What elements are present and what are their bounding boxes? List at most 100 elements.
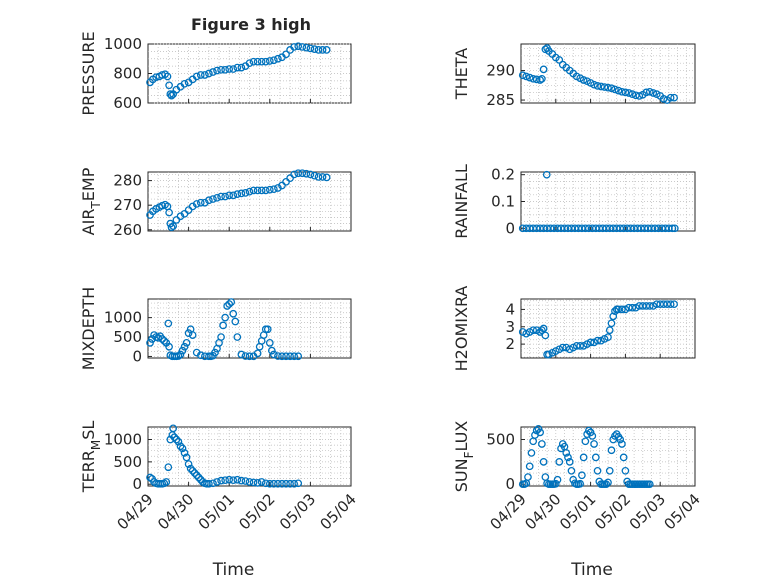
data-series bbox=[146, 424, 303, 488]
y-axis-label-main: TERR bbox=[79, 450, 98, 493]
data-point bbox=[221, 192, 229, 201]
y-tick-label: 500 bbox=[486, 431, 515, 449]
data-point bbox=[270, 479, 278, 488]
axes-box bbox=[520, 426, 696, 487]
data-point bbox=[231, 317, 240, 326]
y-axis-label-main: H2OMIXRA bbox=[452, 286, 471, 372]
data-point bbox=[167, 223, 176, 232]
y-axis-label-tail: EMP bbox=[79, 167, 98, 201]
data-point bbox=[618, 440, 626, 448]
data-point bbox=[541, 331, 550, 340]
data-point bbox=[621, 88, 630, 97]
data-point bbox=[172, 435, 181, 444]
x-tick-label: 05/01 bbox=[195, 490, 238, 533]
y-tick-label: 0 bbox=[505, 475, 515, 493]
x-tick-label: 05/04 bbox=[661, 490, 704, 533]
data-point bbox=[160, 337, 169, 345]
figure-title: Figure 3 high bbox=[191, 15, 311, 34]
data-point bbox=[525, 73, 534, 82]
data-point bbox=[165, 81, 173, 90]
data-point bbox=[567, 466, 576, 475]
data-point bbox=[249, 478, 258, 487]
data-point bbox=[241, 189, 250, 197]
data-point bbox=[551, 479, 560, 488]
data-point bbox=[253, 186, 262, 195]
data-point bbox=[628, 303, 637, 312]
data-point bbox=[225, 475, 234, 484]
data-point bbox=[162, 478, 171, 486]
data-point bbox=[604, 478, 612, 487]
data-point bbox=[205, 196, 213, 205]
data-point bbox=[169, 222, 178, 230]
data-point bbox=[314, 46, 323, 54]
data-point bbox=[604, 83, 612, 92]
y-tick-label: 0 bbox=[132, 475, 142, 493]
y-axis-label-main: MIXDEPTH bbox=[79, 287, 98, 370]
data-point bbox=[182, 453, 191, 462]
data-point bbox=[164, 319, 173, 328]
data-point bbox=[576, 342, 585, 350]
data-point bbox=[217, 65, 225, 74]
data-point bbox=[200, 71, 209, 79]
data-point bbox=[221, 313, 229, 322]
data-point bbox=[294, 169, 303, 178]
x-axis-label: Time bbox=[212, 560, 255, 580]
y-tick-label: 3 bbox=[505, 318, 515, 336]
data-point bbox=[593, 466, 602, 475]
data-point bbox=[525, 462, 534, 471]
x-tick-label: 05/03 bbox=[276, 490, 319, 533]
data-point bbox=[180, 79, 189, 88]
data-point bbox=[602, 480, 611, 489]
data-point bbox=[196, 198, 205, 207]
data-point bbox=[237, 350, 246, 359]
data-point bbox=[294, 352, 303, 361]
y-axis-label: PRESSURE bbox=[79, 31, 98, 115]
data-point bbox=[225, 300, 234, 308]
data-point bbox=[233, 190, 242, 198]
data-point bbox=[249, 57, 258, 66]
data-point bbox=[600, 83, 609, 91]
data-point bbox=[253, 479, 262, 487]
data-point bbox=[586, 338, 595, 347]
data-point bbox=[188, 202, 197, 211]
data-point bbox=[538, 74, 546, 83]
subplot-3: 260 270 280 AIRTEMP bbox=[79, 167, 352, 239]
data-point bbox=[170, 433, 179, 442]
data-point bbox=[542, 170, 551, 179]
data-point bbox=[196, 351, 205, 360]
y-axis-label-tail: SL bbox=[79, 421, 98, 440]
subplot-7: 05001000TERRMSL04/2904/3005/0105/0205/03… bbox=[79, 421, 360, 580]
data-point bbox=[670, 224, 679, 233]
y-tick-label: 270 bbox=[113, 196, 142, 214]
data-point bbox=[282, 479, 290, 488]
y-axis-label-main: SUN bbox=[452, 458, 471, 492]
data-point bbox=[590, 80, 598, 89]
data-point bbox=[257, 186, 266, 195]
y-axis-label: MIXDEPTH bbox=[79, 287, 98, 370]
data-point bbox=[318, 46, 327, 54]
y-tick-label: 0 bbox=[505, 219, 515, 237]
y-tick-label: 260 bbox=[113, 221, 142, 239]
data-point bbox=[274, 479, 282, 488]
data-point bbox=[178, 346, 187, 355]
data-point bbox=[253, 349, 262, 358]
data-point bbox=[196, 71, 205, 79]
data-point bbox=[298, 43, 307, 51]
data-point bbox=[200, 198, 209, 207]
data-point bbox=[290, 43, 299, 51]
data-point bbox=[635, 92, 644, 100]
data-point bbox=[205, 479, 213, 488]
data-point bbox=[585, 426, 593, 435]
data-point bbox=[209, 68, 217, 76]
y-tick-label: 285 bbox=[486, 91, 515, 109]
data-point bbox=[165, 342, 173, 351]
data-point bbox=[167, 91, 176, 100]
y-tick-label: 0 bbox=[132, 347, 142, 365]
data-point bbox=[611, 85, 619, 94]
axes-box bbox=[520, 43, 696, 104]
y-tick-label: 0.1 bbox=[491, 193, 515, 211]
data-point bbox=[188, 466, 197, 475]
data-point bbox=[314, 173, 323, 181]
